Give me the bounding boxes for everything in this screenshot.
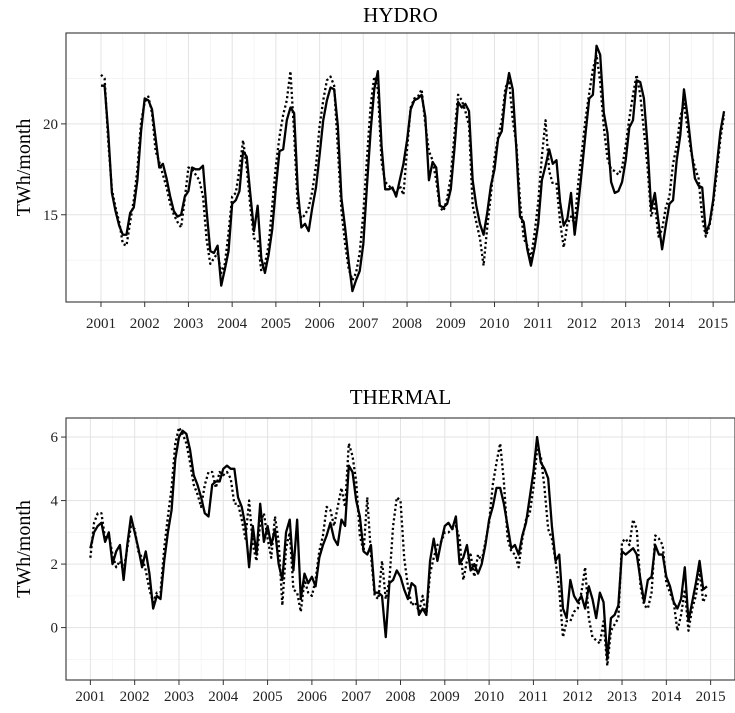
hydro-series-solid-line xyxy=(100,44,726,293)
thermal-y-tick-label: 2 xyxy=(51,557,59,573)
hydro-x-tick-label: 2003 xyxy=(173,316,203,332)
hydro-x-tick-label: 2009 xyxy=(436,316,466,332)
hydro-x-tick-label: 2004 xyxy=(217,316,248,332)
hydro-series-dotted-line xyxy=(100,53,726,282)
thermal-x-tick-label: 2013 xyxy=(607,689,637,705)
thermal-x-tick-label: 2003 xyxy=(164,689,194,705)
thermal-chart-title: THERMAL xyxy=(350,385,452,409)
hydro-x-tick-label: 2006 xyxy=(305,316,336,332)
hydro-y-tick-label: 20 xyxy=(43,117,58,133)
thermal-y-tick-label: 6 xyxy=(51,430,59,446)
hydro-chart-title: HYDRO xyxy=(363,3,438,27)
hydro-x-tick-label: 2002 xyxy=(130,316,160,332)
hydro-x-tick-label: 2011 xyxy=(524,316,553,332)
thermal-x-tick-label: 2001 xyxy=(75,689,105,705)
hydro-panel: 2001 2002 2003 2004 2005 2006 2007 2008 2009 2010… xyxy=(13,3,735,332)
thermal-panel: 2001 2002 2003 2004 2005 2006 2007 2008 2009 2010… xyxy=(13,385,735,705)
thermal-x-tick-label: 2012 xyxy=(563,689,593,705)
hydro-x-tick-label: 2013 xyxy=(611,316,641,332)
thermal-series-solid-line xyxy=(89,429,708,661)
thermal-panel-border xyxy=(65,417,735,681)
thermal-x-tick-label: 2010 xyxy=(474,689,504,705)
thermal-x-tick-label: 2005 xyxy=(253,689,283,705)
thermal-x-tick-label: 2004 xyxy=(208,689,239,705)
thermal-x-tick-label: 2006 xyxy=(297,689,328,705)
hydro-y-tick-label: 15 xyxy=(43,208,58,224)
hydro-x-tick-label: 2005 xyxy=(261,316,291,332)
hydro-x-tick-label: 2015 xyxy=(698,316,728,332)
hydro-x-tick-label: 2010 xyxy=(480,316,510,332)
hydro-x-tick-label: 2008 xyxy=(392,316,422,332)
thermal-series-dotted-line xyxy=(89,426,709,667)
hydro-panel-border xyxy=(65,32,735,303)
hydro-x-tick-label: 2001 xyxy=(86,316,116,332)
thermal-y-axis-label: TWh/month xyxy=(13,500,35,598)
thermal-x-tick-label: 2009 xyxy=(430,689,460,705)
thermal-x-tick-label: 2015 xyxy=(696,689,726,705)
thermal-x-tick-label: 2007 xyxy=(341,689,372,705)
thermal-x-tick-label: 2002 xyxy=(120,689,150,705)
hydro-x-tick-label: 2007 xyxy=(348,316,379,332)
hydro-y-axis-label: TWh/month xyxy=(13,119,35,217)
thermal-x-tick-label: 2011 xyxy=(519,689,548,705)
thermal-x-tick-label: 2008 xyxy=(386,689,416,705)
thermal-x-tick-label: 2014 xyxy=(651,689,682,705)
hydro-x-tick-label: 2014 xyxy=(654,316,685,332)
thermal-y-tick-label: 0 xyxy=(51,621,59,637)
thermal-y-tick-label: 4 xyxy=(51,494,59,510)
hydro-x-tick-label: 2012 xyxy=(567,316,597,332)
